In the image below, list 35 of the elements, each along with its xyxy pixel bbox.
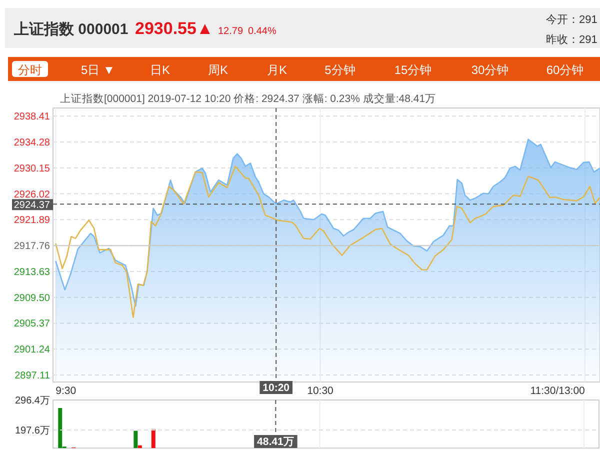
y-tick-label: 2926.02 xyxy=(14,189,50,200)
chart-subtitle: 上证指数[000001] 2019-07-12 10:20 价格: 2924.37 涨幅: 0.23% 成交量:48.41万 xyxy=(60,92,436,105)
x-tick-label: 9:30 xyxy=(56,385,76,397)
y-tick-label: 2909.50 xyxy=(14,292,50,304)
text: 5分钟 xyxy=(324,63,356,77)
text: 分时 xyxy=(18,63,42,77)
y-tick-label: 2930.15 xyxy=(14,163,50,174)
y-tick-label: 2897.11 xyxy=(14,370,50,382)
text: 月K xyxy=(266,63,288,77)
text: 15分钟 xyxy=(394,63,432,77)
text: 60分钟 xyxy=(546,63,584,77)
x-tick-label: 10:30 xyxy=(307,385,334,397)
ref-line-label: 48.41万 xyxy=(257,436,294,448)
x-tick-label: 11:30/13:00 xyxy=(530,385,586,397)
text: 30分钟 xyxy=(471,63,509,77)
y-tick-label: 2901.24 xyxy=(14,344,50,356)
y-tick-label: 2938.41 xyxy=(14,112,50,123)
text: 昨收：291 xyxy=(546,34,598,46)
y-tick-label: 197.6万 xyxy=(14,426,50,436)
text: 今开：291 xyxy=(546,14,598,26)
text: 周K xyxy=(208,63,228,77)
text: 5日 ▼ xyxy=(81,63,115,77)
text: 日K xyxy=(150,63,170,77)
text: 0.44% xyxy=(248,26,276,37)
y-tick-label: 2905.37 xyxy=(14,318,50,330)
chart-title: 上证指数 000001 xyxy=(13,21,128,38)
y-tick-label: 2921.89 xyxy=(14,215,50,226)
y-tick-label: 2934.28 xyxy=(14,137,50,148)
ref-line-label: 10:20 xyxy=(262,382,290,394)
y-tick-label: 296.4万 xyxy=(14,396,50,406)
ref-line-label: 2924.37 xyxy=(14,200,50,212)
y-tick-label: 2913.63 xyxy=(14,266,50,278)
y-tick-label: 2917.76 xyxy=(14,241,50,252)
text: 2930.55▲ xyxy=(135,19,214,38)
text: 12.79 xyxy=(218,26,244,37)
